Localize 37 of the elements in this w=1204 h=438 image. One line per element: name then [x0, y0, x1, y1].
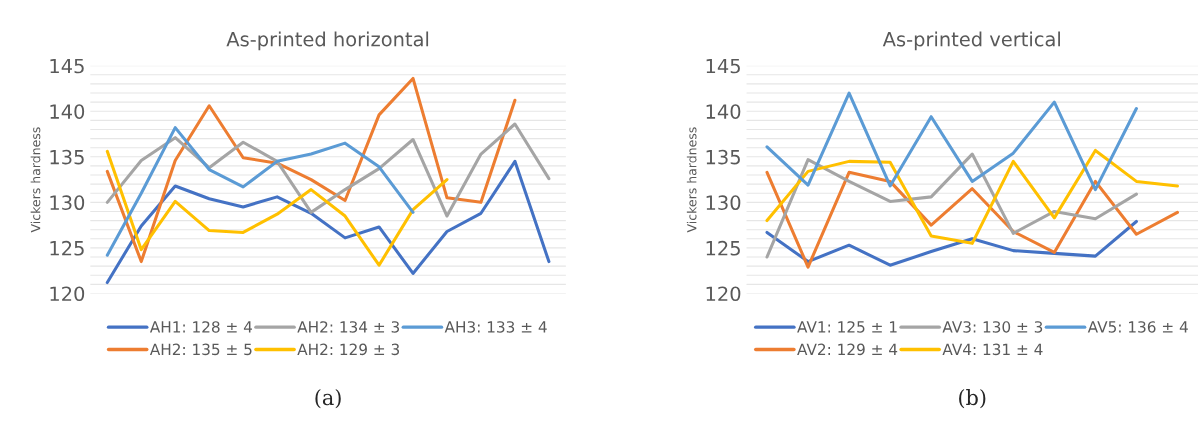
- line-series: [765, 152, 1138, 259]
- y-tick-label: 120: [706, 286, 741, 302]
- y-tick-label: 140: [50, 104, 85, 119]
- legend-label: AH2: 134 ± 3: [297, 321, 400, 333]
- line-series: [765, 91, 1138, 192]
- chart-title: As-printed vertical: [882, 31, 1060, 51]
- y-tick-label: 145: [50, 58, 84, 74]
- line-series: [765, 148, 1179, 245]
- legend-label: AH2: 129 ± 3: [297, 343, 400, 356]
- line-series: [765, 219, 1138, 267]
- legend-label: AV1: 125 ± 1: [797, 321, 897, 333]
- y-axis-title: Vickers hardness: [686, 127, 697, 233]
- legend-label: AV3: 130 ± 3: [942, 321, 1043, 333]
- line-series: [105, 126, 415, 257]
- line-series: [105, 159, 551, 285]
- legend-label: AH3: 133 ± 4: [444, 321, 547, 333]
- legend-label: AV5: 136 ± 4: [1087, 321, 1188, 333]
- y-tick-label: 125: [50, 240, 84, 256]
- legend-label: AV4: 131 ± 4: [942, 343, 1043, 356]
- y-tick-label: 135: [706, 149, 740, 165]
- y-tick-label: 130: [706, 195, 741, 211]
- y-tick-label: 135: [50, 149, 84, 165]
- legend-label: AV2: 129 ± 4: [797, 343, 898, 356]
- line-series: [105, 122, 551, 218]
- y-tick-label: 120: [50, 286, 85, 302]
- legend-label: AH1: 128 ± 4: [149, 321, 253, 333]
- y-tick-label: 130: [50, 195, 85, 211]
- y-tick-label: 125: [706, 240, 740, 256]
- text: (b): [959, 389, 986, 409]
- legend-label: AH2: 135 ± 5: [149, 343, 252, 356]
- y-tick-label: 145: [706, 58, 740, 74]
- y-axis-title: Vickers hardness: [30, 127, 41, 233]
- chart-title: As-printed horizontal: [226, 31, 429, 51]
- line-series: [105, 149, 449, 267]
- y-tick-label: 140: [706, 104, 741, 119]
- line-series: [105, 76, 517, 264]
- text: (a): [315, 389, 341, 409]
